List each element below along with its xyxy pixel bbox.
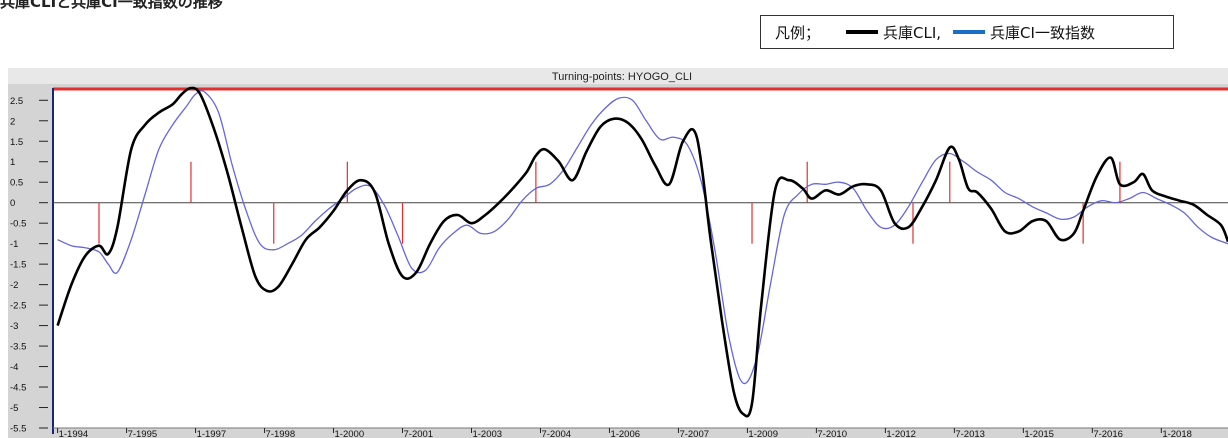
y-tick-label: -5.5 [10, 424, 26, 435]
x-tick-label: 7-2013 [955, 429, 985, 438]
chart-title-bar [8, 68, 1228, 84]
x-tick-label: 1-1994 [59, 429, 89, 438]
y-tick-label: -4.5 [10, 383, 26, 394]
x-tick-label: 7-2016 [1093, 429, 1123, 438]
chart: Turning-points: HYOGO_CLI 2.5 2 1.5 1 0.5 0 -0… [8, 68, 1228, 438]
y-tick-label: -2 [10, 280, 18, 291]
y-tick-label: 0.5 [10, 178, 23, 189]
y-tick-label: -1 [10, 239, 18, 250]
y-tick-label: 0 [10, 198, 15, 209]
x-tick-label: 1-2012 [886, 429, 916, 438]
legend-entry-cli-label: 兵庫CLI, [883, 23, 942, 42]
x-tick-label: 7-2004 [541, 429, 571, 438]
x-tick-label: 1-1997 [197, 429, 227, 438]
x-tick-label: 7-1995 [128, 429, 158, 438]
y-tick-label: -3.5 [10, 342, 26, 353]
y-tick-label: -2.5 [10, 301, 26, 312]
y-tick-label: -3 [10, 321, 18, 332]
y-tick-label: -4 [10, 362, 18, 373]
x-axis-ticks: 1-1994 7-1995 1-1997 7-1998 1-2000 7-2001 1-20… [57, 428, 1192, 438]
x-tick-label: 1-2015 [1024, 429, 1054, 438]
x-tick-label: 1-2006 [610, 429, 640, 438]
y-tick-label: -1.5 [10, 260, 26, 271]
x-tick-label: 1-2018 [1162, 429, 1192, 438]
series-cli-line [56, 86, 1228, 418]
x-tick-label: 1-2009 [748, 429, 778, 438]
y-tick-label: 1 [10, 157, 15, 168]
x-tick-label: 7-2010 [817, 429, 847, 438]
y-tick-label: 1.5 [10, 137, 23, 148]
x-tick-label: 1-2000 [335, 429, 365, 438]
series-lines [56, 86, 1228, 418]
page-title: 兵庫CLIと兵庫CI一致指数の推移 [0, 0, 223, 11]
y-axis-ticks: 2.5 2 1.5 1 0.5 0 -0.5 -1 -1.5 -2 -2.5 -3 -3.5 -4 -4.5… [10, 96, 48, 435]
x-tick-label: 1-2003 [472, 429, 502, 438]
chart-title: Turning-points: HYOGO_CLI [552, 71, 692, 83]
y-tick-label: 2 [10, 116, 15, 127]
x-tick-label: 7-2007 [679, 429, 709, 438]
y-tick-label: -0.5 [10, 219, 26, 230]
legend-label: 凡例； [775, 23, 821, 42]
legend-entry-ci: 兵庫CI一致指数 [953, 22, 1095, 43]
series-ci-line [57, 90, 1228, 385]
legend-entry-cli: 兵庫CLI, [846, 22, 941, 43]
y-tick-label: 2.5 [10, 96, 23, 107]
chart-svg: Turning-points: HYOGO_CLI 2.5 2 1.5 1 0.5 0 -0… [8, 68, 1228, 438]
legend-swatch-cli [846, 30, 879, 34]
y-tick-label: -5 [10, 403, 18, 414]
x-tick-label: 7-1998 [266, 429, 296, 438]
x-tick-label: 7-2001 [404, 429, 434, 438]
legend: 凡例； 兵庫CLI, 兵庫CI一致指数 [760, 15, 1174, 49]
legend-entry-ci-label: 兵庫CI一致指数 [990, 23, 1095, 42]
legend-swatch-ci [953, 30, 986, 34]
